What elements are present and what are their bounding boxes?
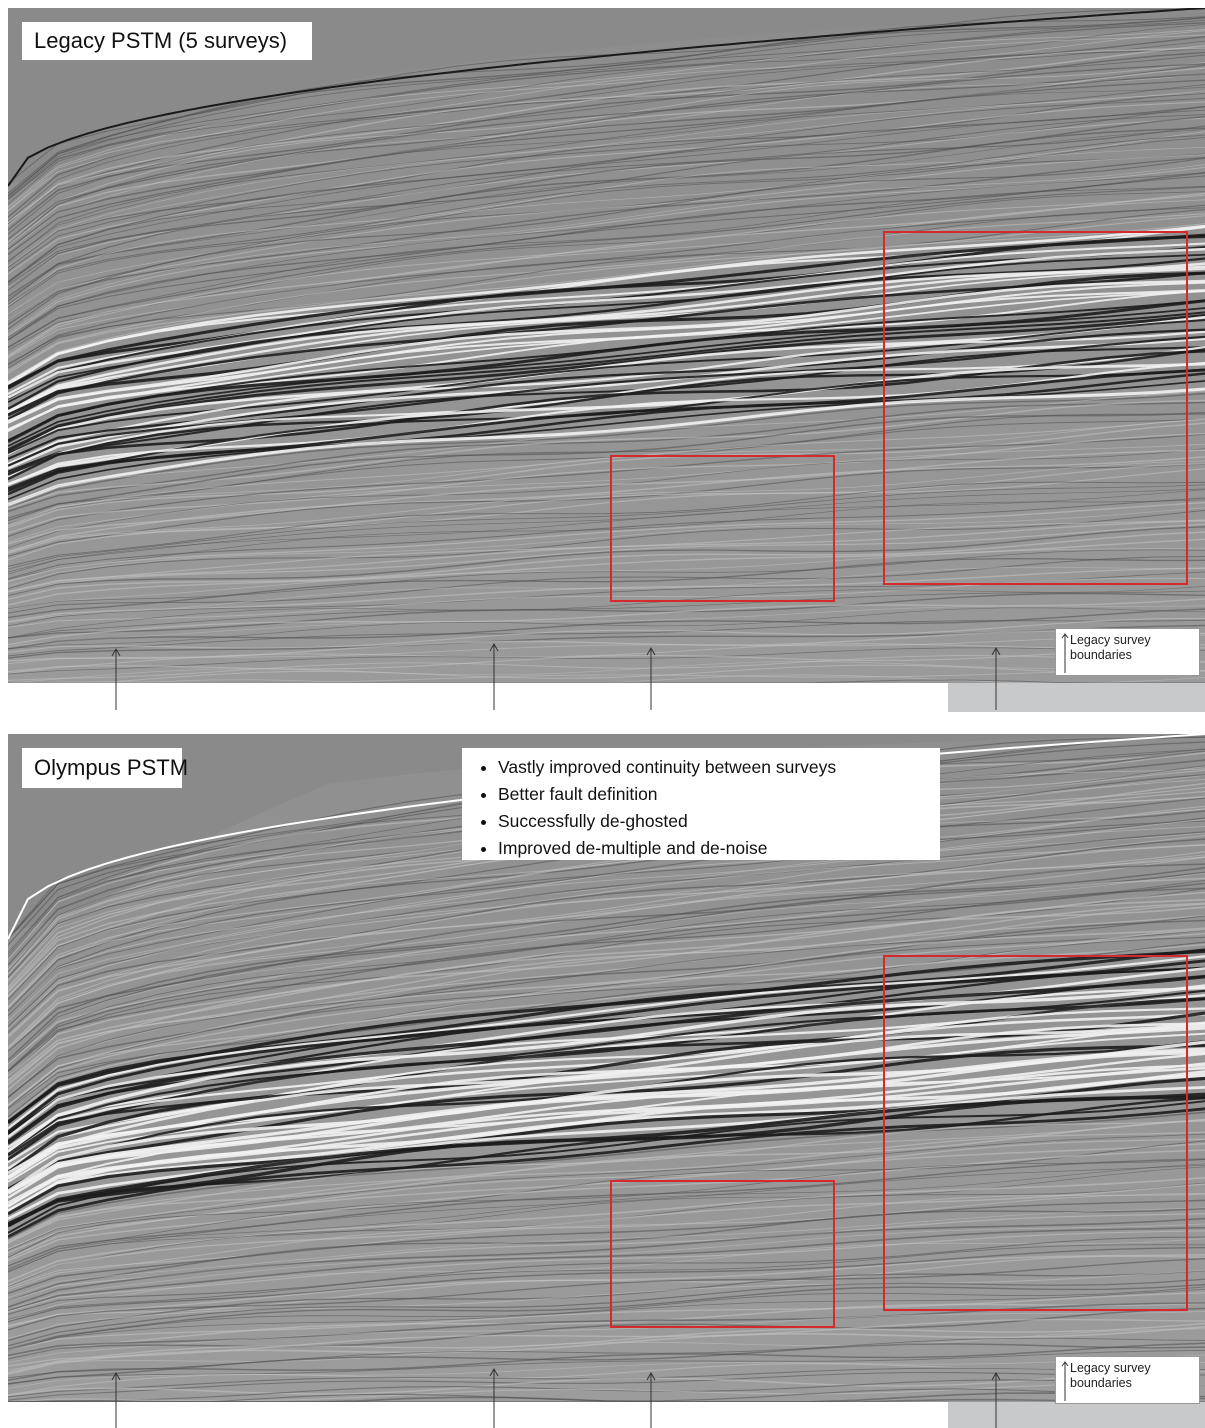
- legend-line-1: Legacy survey: [1070, 633, 1151, 647]
- highlight-box-small: [610, 455, 835, 602]
- boundary-arrow-icon: [645, 646, 657, 710]
- legacy-panel: Legacy PSTM (5 surveys) Legacy survey bo…: [0, 0, 1205, 712]
- up-arrow-icon: [1061, 1361, 1069, 1401]
- boundary-arrow-icon: [488, 1367, 500, 1428]
- olympus-panel: Olympus PSTM Vastly improved continuity …: [0, 728, 1205, 1428]
- highlight-box-large: [883, 955, 1188, 1311]
- improvements-list: Vastly improved continuity between surve…: [462, 748, 940, 860]
- highlight-box-large: [883, 231, 1188, 585]
- improvement-item: Vastly improved continuity between surve…: [498, 754, 930, 781]
- boundary-arrow-icon: [488, 642, 500, 710]
- legend-line-1: Legacy survey: [1070, 1361, 1151, 1375]
- legacy-seismic-section: [8, 8, 1205, 683]
- improvement-item: Successfully de-ghosted: [498, 808, 930, 835]
- panel-title: Olympus PSTM: [22, 748, 188, 788]
- olympus-seismic-section: [8, 734, 1205, 1402]
- boundary-arrow-icon: [110, 647, 122, 710]
- corner-gray-block: [948, 683, 1205, 712]
- boundary-arrow-icon: [990, 1371, 1002, 1428]
- boundary-arrow-icon: [990, 646, 1002, 710]
- highlight-box-small: [610, 1180, 835, 1328]
- legend-line-2: boundaries: [1070, 648, 1132, 662]
- improvement-item: Better fault definition: [498, 781, 930, 808]
- boundary-arrow-icon: [645, 1371, 657, 1428]
- legend-box: Legacy survey boundaries: [1055, 628, 1200, 676]
- improvement-item: Improved de-multiple and de-noise: [498, 835, 930, 862]
- panel-title: Legacy PSTM (5 surveys): [22, 22, 312, 60]
- legend-line-2: boundaries: [1070, 1376, 1132, 1390]
- corner-gray-block: [948, 1402, 1205, 1428]
- legend-box: Legacy survey boundaries: [1055, 1356, 1200, 1404]
- boundary-arrow-icon: [110, 1371, 122, 1428]
- up-arrow-icon: [1061, 633, 1069, 673]
